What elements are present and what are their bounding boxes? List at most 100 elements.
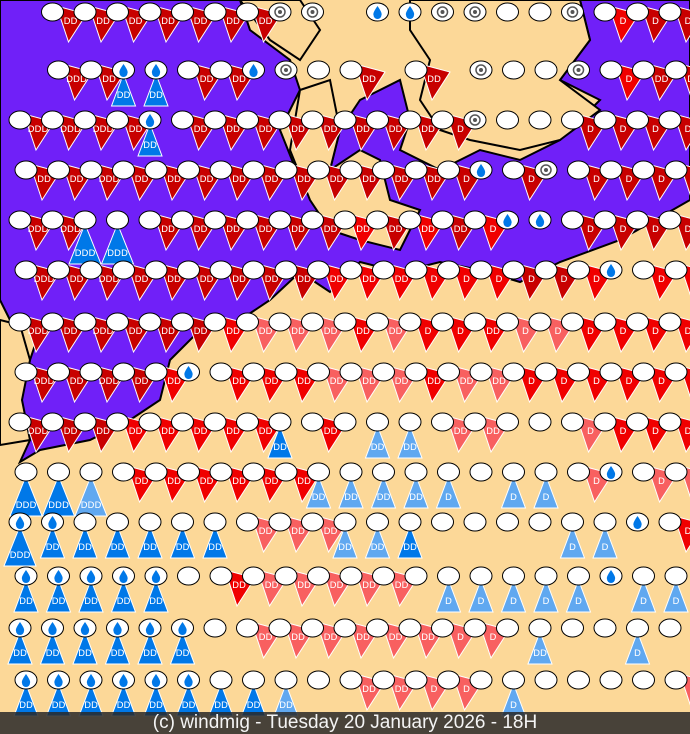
station-circle [431,412,454,432]
station-circle [268,618,292,638]
wind-speed-label: DD [291,527,305,537]
station-circle [463,618,487,638]
wind-speed-label: DDD [28,327,49,337]
wind-symbol: D [559,512,586,559]
wind-speed-label: DD [389,125,403,135]
rain-drop-icon [151,674,161,687]
station-circle [14,160,38,180]
wind-speed-label: DD [194,427,208,437]
wind-symbol: DD [527,618,553,665]
wind-speed-label: DD [129,125,143,135]
station-circle [404,670,428,690]
wind-speed-label: D [490,225,497,235]
rain-drop-icon [15,516,25,529]
station-circle [301,110,324,130]
wind-speed-label: DD [149,91,163,101]
wind-speed-label: DD [232,75,246,85]
wind-speed-label: DDD [10,551,31,561]
wind-symbol [528,210,552,230]
wind-speed-label: D [463,275,470,285]
wind-symbol: D [500,670,527,717]
wind-speed-label: D [673,597,680,607]
wind-symbol [307,670,330,690]
rain-drop-icon [48,622,57,635]
wind-speed-label: DD [194,17,208,27]
wind-speed-label: DD [161,327,175,337]
wind-symbol: DD [45,566,72,613]
wind-symbol [496,512,519,532]
wind-speed-label: DD [362,175,376,185]
wind-speed-label: DD [226,17,240,27]
wind-speed-label: DD [265,175,279,185]
wind-barb-triangle [370,474,397,509]
station-circle [307,160,330,180]
wind-barb-triangle [45,578,72,613]
wind-symbol: D [468,566,494,613]
wind-speed-label: D [561,275,568,285]
station-circle [106,110,129,130]
station-circle [73,312,97,332]
wind-speed-label: DD [403,443,417,453]
wind-symbol: D [658,412,690,454]
wind-symbol: D [664,260,690,296]
station-circle [73,412,97,432]
wind-speed-label: DD [259,225,273,235]
wind-symbol [593,618,617,638]
station-circle [534,462,558,482]
station-circle [528,412,552,432]
wind-speed-label: DDD [107,249,128,259]
wind-symbol: DD [143,60,169,107]
station-circle [463,412,487,432]
station-circle [372,260,395,280]
wind-symbol [599,566,623,586]
station-circle [561,512,584,532]
station-circle [561,110,584,130]
station-circle [599,362,623,382]
wind-speed-label: DD [371,443,385,453]
wind-symbol: DD [338,462,364,509]
wind-speed-label: DDD [75,249,96,259]
wind-speed-label: D [587,427,594,437]
wind-speed-label: DD [214,701,228,711]
station-circle [437,462,460,482]
station-circle [502,362,525,382]
station-circle [664,670,688,690]
wind-speed-label: D [445,493,452,503]
wind-speed-label: D [593,275,600,285]
wind-speed-label: DD [395,581,409,591]
wind-speed-label: DDD [93,327,114,337]
station-circle [171,312,194,332]
station-circle [496,312,519,332]
wind-speed-label: DD [13,649,27,659]
station-circle [398,210,422,230]
station-circle [209,462,233,482]
wind-barb-triangle [39,524,66,559]
station-circle [79,60,103,80]
station-circle [8,412,32,432]
station-circle [437,160,460,180]
wind-speed-label: DD [129,17,143,27]
station-circle [339,60,363,80]
wind-barb-triangle [527,630,553,665]
wind-symbol: D [658,110,690,152]
station-circle [333,412,357,432]
swirl-center-icon [473,118,477,122]
station-circle [632,362,655,382]
station-circle [469,670,493,690]
station-circle [73,2,97,22]
wind-barb-triangle [332,524,358,559]
wind-symbol [632,670,655,690]
wind-symbol: D [658,2,690,44]
station-circle [203,110,227,130]
wind-speed-label: DD [37,175,51,185]
wind-speed-label: DD [96,17,110,27]
station-circle [398,412,422,432]
wind-barb-triangle [500,474,527,509]
station-circle [242,362,265,382]
wind-symbol [463,2,487,22]
station-circle [626,312,649,332]
wind-speed-label: D [561,377,568,387]
station-circle [242,462,265,482]
wind-symbol: DD [208,670,234,717]
wind-speed-label: DDD [28,427,49,437]
